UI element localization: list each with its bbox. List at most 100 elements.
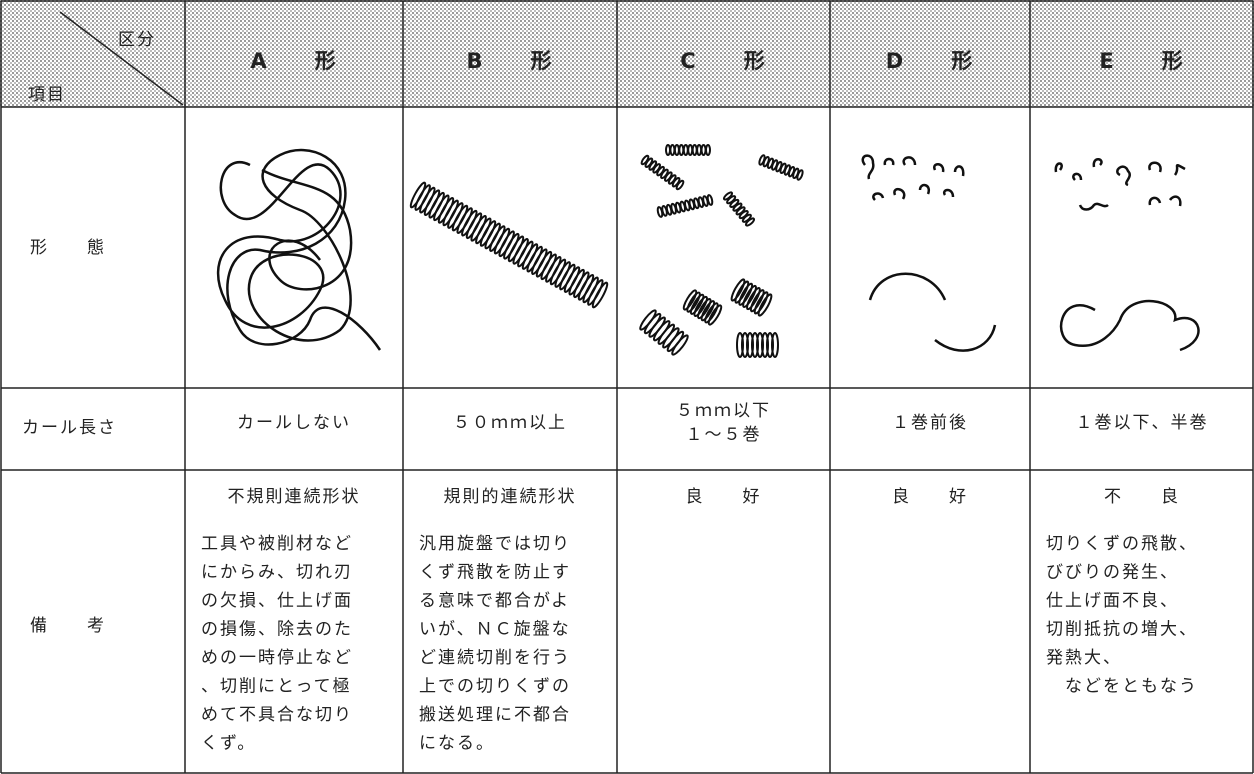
coil — [465, 212, 483, 240]
coil — [591, 281, 609, 309]
coil — [734, 280, 750, 304]
remark-line: の欠損、仕上げ面 — [201, 591, 353, 611]
coil — [678, 144, 685, 156]
coil — [657, 323, 676, 345]
column-header: C 形 — [680, 49, 766, 73]
coil — [442, 199, 459, 227]
coil — [470, 214, 487, 242]
coil — [796, 169, 804, 181]
remark-line: の損傷、除去のた — [201, 620, 353, 640]
coil — [742, 284, 757, 309]
coil — [700, 300, 716, 322]
coil — [489, 225, 506, 252]
remark-line: めの一時停止など — [201, 648, 353, 668]
coil — [423, 189, 441, 217]
coil — [687, 144, 694, 156]
coil — [577, 273, 595, 301]
coil — [771, 332, 779, 358]
column-header: D 形 — [886, 49, 974, 73]
remark-summary: 良 好 — [686, 487, 762, 507]
spring-illustrations — [409, 144, 804, 358]
coil — [682, 144, 689, 156]
remark-line: くず。 — [201, 734, 256, 754]
coil — [704, 302, 719, 324]
remark-summary: 不 良 — [1104, 487, 1180, 507]
corner-top: 区分 — [118, 30, 156, 50]
remark-line: くず飛散を防止す — [419, 563, 571, 583]
coil — [671, 334, 689, 356]
remark-line: 、切削にとって極 — [201, 677, 352, 697]
coil — [559, 263, 576, 291]
coil — [545, 256, 562, 283]
coil — [665, 144, 671, 156]
coil — [696, 144, 703, 156]
coil — [531, 248, 548, 276]
coil — [437, 197, 455, 224]
coil — [526, 245, 543, 273]
coil — [639, 309, 657, 331]
coil — [549, 258, 567, 286]
coil — [493, 227, 511, 255]
coil — [666, 330, 685, 353]
coil — [675, 179, 685, 191]
coil — [521, 243, 539, 270]
row-label: カール長さ — [22, 418, 117, 438]
remark-line: 発熱大、 — [1046, 648, 1122, 668]
coil — [697, 298, 712, 320]
remark-summary: 良 好 — [892, 487, 968, 507]
coil — [475, 217, 492, 245]
coil — [554, 261, 571, 288]
coil — [706, 194, 714, 206]
coil — [582, 276, 599, 304]
corner-bottom: 項目 — [28, 85, 66, 105]
coil — [757, 293, 773, 317]
coil — [484, 222, 501, 250]
row-label: 備 考 — [30, 616, 106, 636]
coil — [451, 204, 469, 232]
coil — [707, 304, 723, 326]
coil — [749, 289, 765, 313]
remark-line: 搬送処理に不都合 — [419, 705, 571, 725]
remark-line: びびりの発生、 — [1046, 563, 1179, 583]
remark-line: にからみ、切れ刃 — [201, 563, 353, 583]
coil — [669, 144, 676, 156]
remark-line: 汎用旋盤では切り — [419, 534, 571, 554]
remark-summary: 不規則連続形状 — [228, 487, 361, 507]
remark-line: 上での切りくずの — [419, 677, 571, 697]
coil — [573, 271, 590, 299]
coil — [744, 217, 756, 227]
curl-length: カールしない — [237, 413, 351, 433]
coil — [643, 312, 662, 335]
column-header: B 形 — [466, 49, 553, 73]
coil — [730, 278, 746, 302]
coil — [517, 240, 534, 268]
row-label: 形 態 — [30, 238, 106, 258]
remark-line: 仕上げ面不良、 — [1046, 591, 1179, 611]
coil — [409, 181, 427, 209]
coil — [753, 291, 769, 315]
remark-line: などをともなう — [1046, 677, 1198, 697]
coil — [447, 202, 464, 229]
remark-line: 切りくずの飛散、 — [1046, 534, 1198, 554]
coil — [428, 191, 445, 219]
coil — [652, 320, 671, 342]
remark-line: 工具や被削材など — [201, 534, 353, 554]
coil — [433, 194, 450, 222]
coil — [456, 207, 473, 234]
curl-length: １巻以下、半巻 — [1076, 413, 1209, 433]
coil — [738, 282, 754, 306]
column-header: E 形 — [1099, 49, 1184, 73]
coil — [419, 186, 436, 214]
coil — [479, 220, 497, 247]
column-header: A 形 — [250, 49, 337, 73]
coil — [700, 144, 707, 156]
header-background — [0, 0, 1254, 107]
remark-line: る意味で都合がよ — [419, 591, 570, 611]
coil — [461, 209, 478, 237]
coil — [686, 291, 701, 313]
coil — [512, 238, 529, 265]
curl-length: ５０ｍｍ以上 — [453, 413, 567, 433]
coil — [535, 250, 553, 278]
coil — [414, 184, 431, 211]
